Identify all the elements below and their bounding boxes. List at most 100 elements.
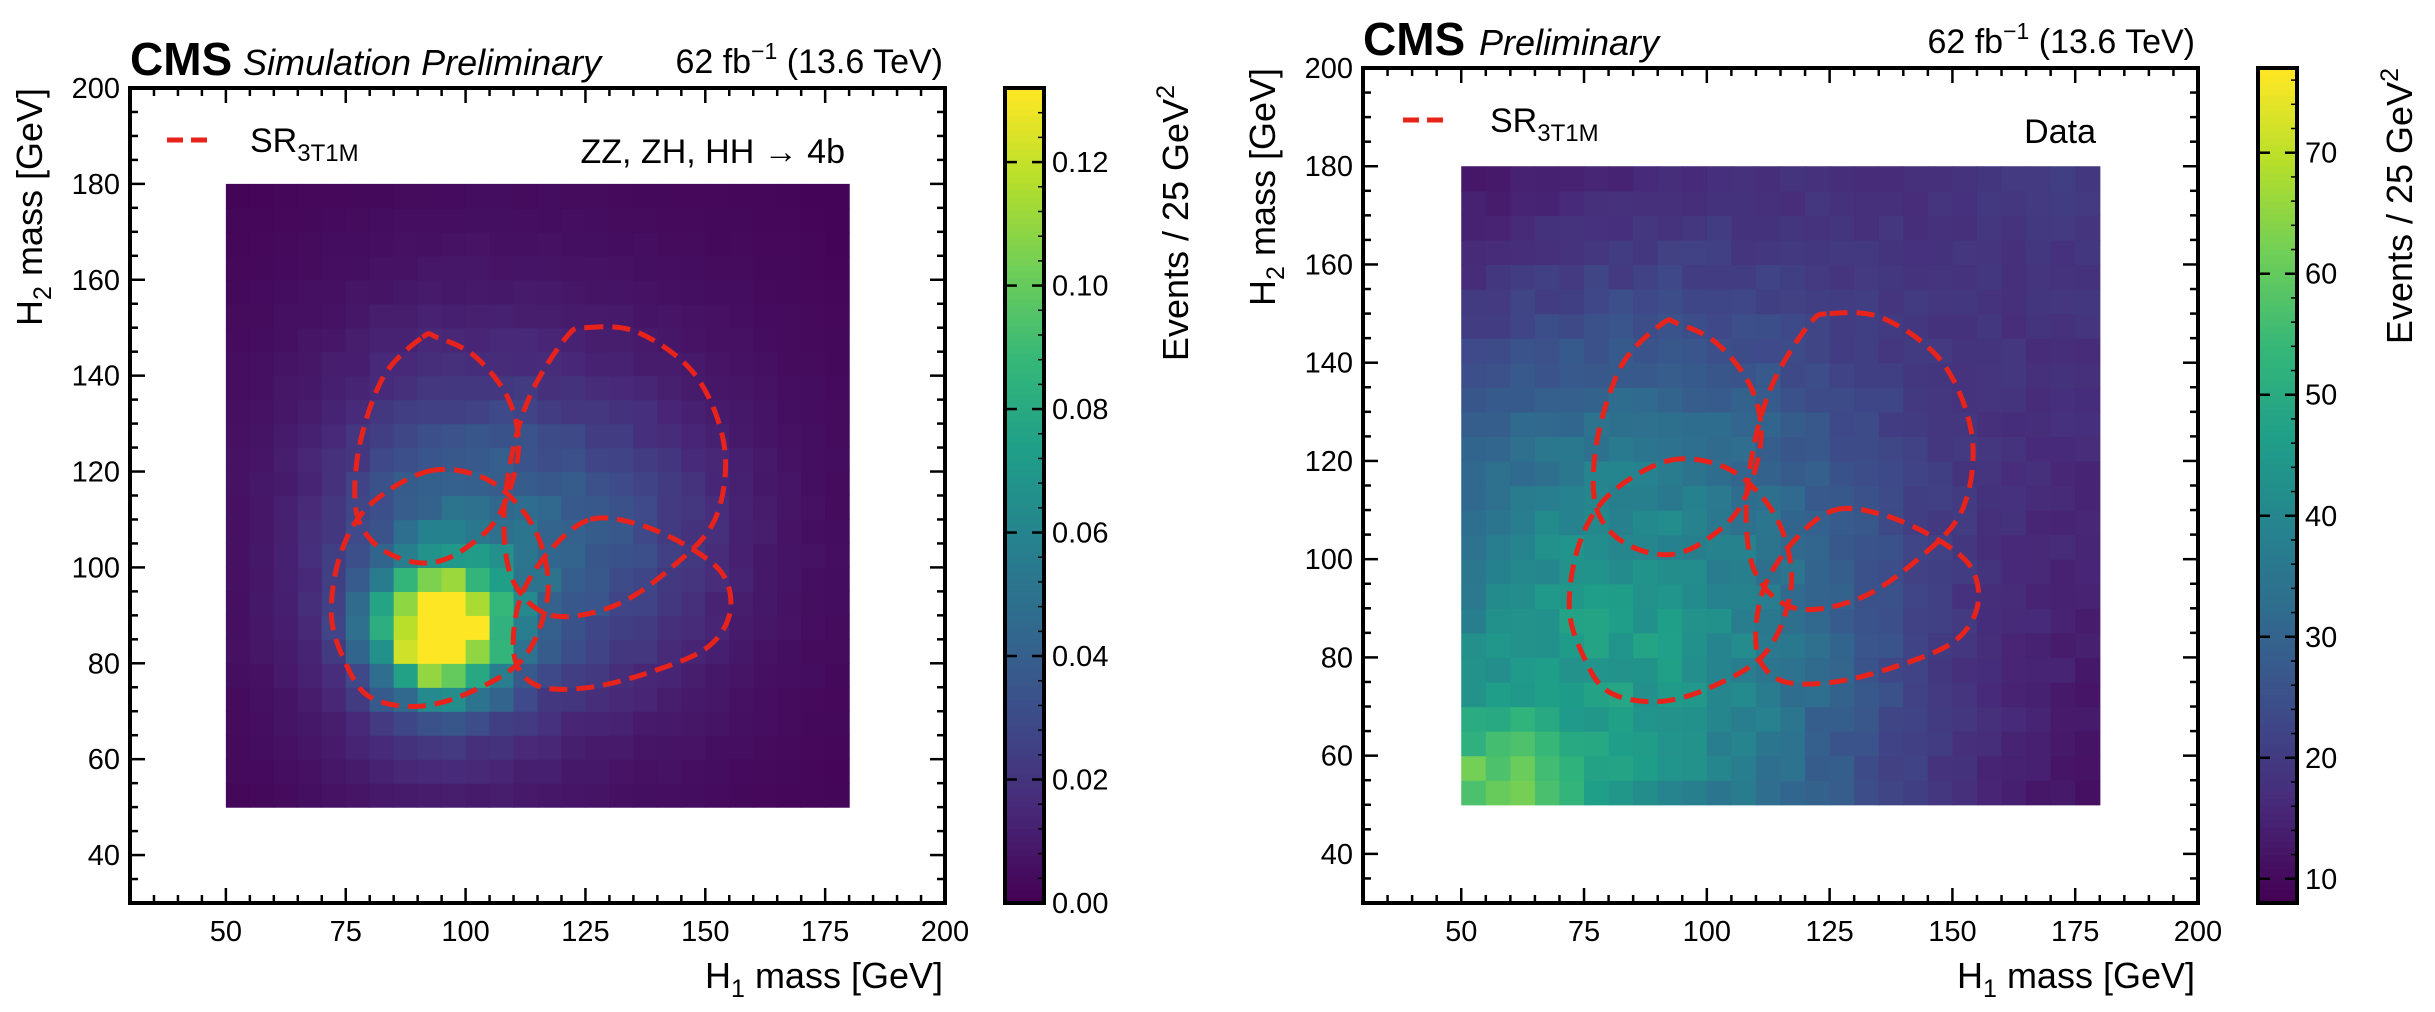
heatmap-cell xyxy=(609,375,634,401)
heatmap-cell xyxy=(1706,387,1732,413)
heatmap-cell xyxy=(441,663,467,688)
heatmap-cell xyxy=(1805,166,1831,192)
heatmap-cell xyxy=(2050,755,2076,781)
colorbar-segment xyxy=(1005,366,1044,375)
heatmap-cell xyxy=(1559,657,1585,683)
heatmap-cell xyxy=(657,639,682,664)
heatmap-cell xyxy=(1927,780,1954,806)
heatmap-cell xyxy=(1976,190,2003,216)
heatmap-cell xyxy=(681,447,706,473)
heatmap-cell xyxy=(705,759,730,784)
colorbar-segment xyxy=(1005,875,1044,884)
heatmap-cell xyxy=(585,375,611,401)
colorbar-segment xyxy=(1005,801,1044,809)
heatmap-cell xyxy=(801,783,826,808)
heatmap-cell xyxy=(2026,362,2052,388)
heatmap-cell xyxy=(465,399,491,425)
heatmap-cell xyxy=(1805,362,1831,388)
heatmap-cell xyxy=(1633,289,1659,315)
heatmap-cell xyxy=(369,279,395,305)
heatmap-cell xyxy=(729,543,754,569)
colorbar-segment xyxy=(1005,678,1044,687)
colorbar-segment xyxy=(1005,94,1044,103)
heatmap-cell xyxy=(1461,215,1487,241)
heatmap-cell xyxy=(1976,657,2003,683)
heatmap-cell xyxy=(2026,510,2052,536)
heatmap-cell xyxy=(369,639,395,664)
heatmap-cell xyxy=(2026,632,2052,659)
colorbar-segment xyxy=(1005,251,1044,259)
colorbar-segment xyxy=(1005,237,1044,246)
heatmap-cell xyxy=(1682,780,1708,806)
colorbar-segment xyxy=(1005,882,1044,891)
heatmap-cell xyxy=(1485,510,1511,536)
heatmap-cell xyxy=(369,327,395,353)
heatmap-cell xyxy=(2026,780,2052,806)
heatmap-cell xyxy=(777,231,802,257)
heatmap-cell xyxy=(825,183,850,209)
heatmap-cell xyxy=(1731,289,1757,315)
heatmap-cell xyxy=(1682,510,1708,536)
heatmap-cell xyxy=(585,783,611,808)
colorbar-segment xyxy=(2258,151,2297,160)
heatmap-cell xyxy=(1485,190,1511,216)
heatmap-cell xyxy=(441,255,467,281)
colorbar-segment xyxy=(1005,624,1044,633)
heatmap-cell xyxy=(2050,239,2076,266)
heatmap-cell xyxy=(1682,755,1708,781)
heatmap-cell xyxy=(2001,411,2027,437)
heatmap-cell xyxy=(681,495,706,521)
left-lumi-label: 62 fb−1 (13.6 TeV) xyxy=(675,38,943,81)
heatmap-cell xyxy=(489,207,515,233)
heatmap-cell xyxy=(705,255,730,281)
heatmap-cell xyxy=(801,687,826,712)
y-tick-label: 100 xyxy=(1305,544,1353,576)
heatmap-cell xyxy=(1829,215,1855,241)
right-axis-ticks: 50 75 100 125 150 175 200406080100120140160180… xyxy=(1305,53,2223,948)
colorbar-segment xyxy=(1005,597,1044,605)
heatmap-cell xyxy=(417,423,443,449)
heatmap-cell xyxy=(1657,510,1683,536)
colorbar-segment xyxy=(1005,658,1044,667)
heatmap-cell xyxy=(2050,313,2076,339)
heatmap-cell xyxy=(753,567,778,592)
colorbar-segment xyxy=(1005,305,1044,313)
colorbar-segment xyxy=(1005,699,1044,707)
heatmap-cell xyxy=(633,423,658,449)
heatmap-cell xyxy=(1878,608,1904,634)
colorbar-segment xyxy=(2258,276,2297,285)
colorbar-segment xyxy=(2258,736,2297,744)
heatmap-cell xyxy=(2050,780,2076,806)
heatmap-cell xyxy=(1805,755,1831,781)
heatmap-cell xyxy=(1927,239,1954,266)
colorbar-segment xyxy=(1005,712,1044,721)
colorbar-segment xyxy=(1005,278,1044,286)
colorbar-segment xyxy=(2258,617,2297,626)
heatmap-cell xyxy=(537,303,563,329)
heatmap-cell xyxy=(1854,436,1880,462)
heatmap-cell xyxy=(657,615,682,640)
heatmap-cell xyxy=(825,327,850,353)
colorbar-segment xyxy=(1005,284,1044,293)
heatmap-cell xyxy=(729,207,754,233)
heatmap-cell xyxy=(777,447,802,473)
colorbar-segment xyxy=(1005,604,1044,612)
heatmap-cell xyxy=(777,303,802,329)
heatmap-cell xyxy=(1485,387,1511,413)
colorbar-segment xyxy=(1005,644,1044,653)
heatmap-cell xyxy=(345,567,371,592)
heatmap-cell xyxy=(1755,681,1782,708)
heatmap-cell xyxy=(1657,411,1683,437)
colorbar-segment xyxy=(2258,68,2297,76)
heatmap-cell xyxy=(1633,510,1659,536)
heatmap-cell xyxy=(1485,215,1511,241)
heatmap-cell xyxy=(1927,460,1954,487)
heatmap-cell xyxy=(705,327,730,353)
heatmap-cell xyxy=(1780,681,1806,708)
heatmap-cell xyxy=(1559,166,1585,192)
heatmap-cell xyxy=(441,519,467,545)
heatmap-cell xyxy=(561,759,587,784)
heatmap-cell xyxy=(1829,264,1855,290)
heatmap-cell xyxy=(1657,731,1683,757)
heatmap-cell xyxy=(825,711,850,736)
